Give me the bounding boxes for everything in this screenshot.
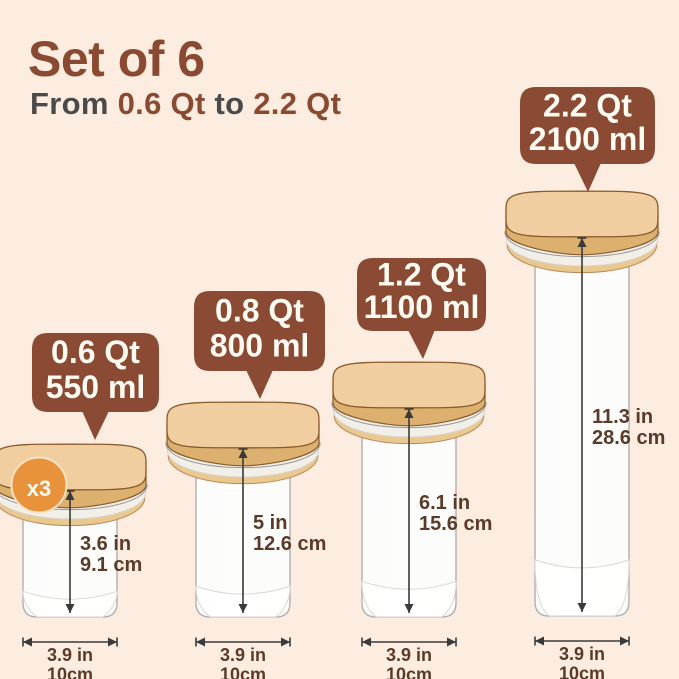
svg-text:10cm: 10cm bbox=[386, 665, 432, 679]
svg-text:10cm: 10cm bbox=[559, 664, 605, 679]
svg-text:3.9 in: 3.9 in bbox=[386, 645, 432, 665]
svg-text:12.6 cm: 12.6 cm bbox=[253, 533, 326, 555]
svg-text:9.1 cm: 9.1 cm bbox=[80, 554, 142, 576]
svg-text:11.3 in: 11.3 in bbox=[592, 406, 653, 428]
svg-text:3.6 in: 3.6 in bbox=[80, 533, 131, 555]
svg-text:2.2 Qt: 2.2 Qt bbox=[543, 87, 632, 123]
svg-text:2100 ml: 2100 ml bbox=[529, 121, 646, 157]
svg-text:5 in: 5 in bbox=[253, 512, 287, 534]
svg-text:x3: x3 bbox=[27, 476, 51, 501]
svg-text:1.2 Qt: 1.2 Qt bbox=[377, 257, 466, 293]
svg-text:3.9 in: 3.9 in bbox=[559, 644, 605, 664]
svg-text:6.1 in: 6.1 in bbox=[419, 492, 470, 514]
svg-text:10cm: 10cm bbox=[47, 665, 93, 679]
svg-text:550 ml: 550 ml bbox=[46, 369, 146, 405]
svg-text:28.6 cm: 28.6 cm bbox=[592, 427, 665, 449]
svg-text:0.6 Qt: 0.6 Qt bbox=[51, 334, 140, 370]
svg-text:800 ml: 800 ml bbox=[210, 328, 310, 364]
svg-text:1100 ml: 1100 ml bbox=[364, 289, 480, 325]
svg-text:10cm: 10cm bbox=[220, 665, 266, 679]
svg-text:3.9 in: 3.9 in bbox=[47, 645, 93, 665]
svg-text:3.9 in: 3.9 in bbox=[220, 645, 266, 665]
svg-text:0.8 Qt: 0.8 Qt bbox=[215, 292, 304, 328]
svg-text:15.6 cm: 15.6 cm bbox=[419, 513, 492, 535]
